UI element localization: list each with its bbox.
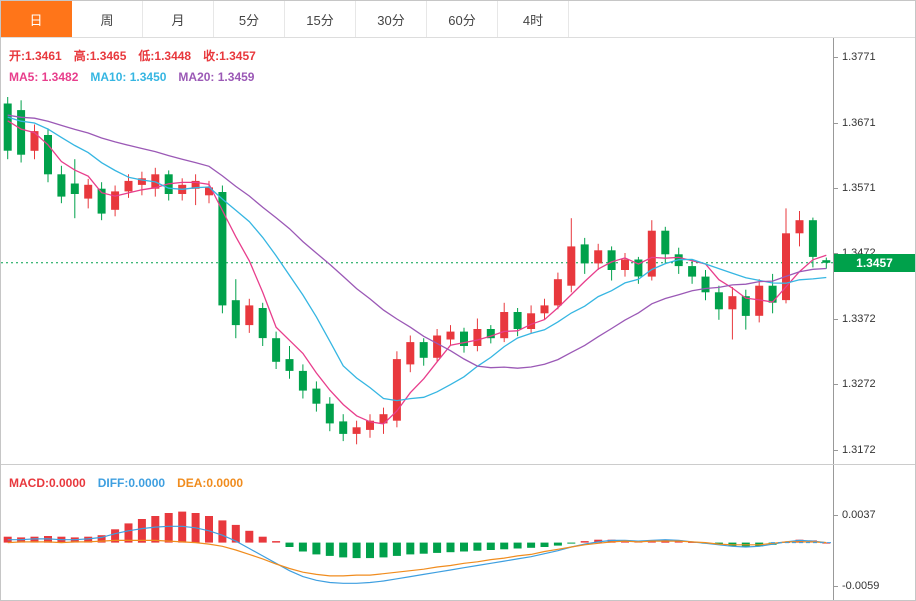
low-value: 低:1.3448 [138, 49, 192, 63]
macd-chart[interactable] [1, 465, 833, 601]
dea-value: DEA:0.0000 [177, 476, 244, 490]
macd-axis: 0.0037 -0.0059 [833, 465, 915, 600]
macd-axis-label: -0.0059 [834, 579, 879, 593]
tab-month[interactable]: 月 [143, 1, 214, 37]
high-value: 高:1.3465 [73, 49, 127, 63]
price-axis: 1.37711.36711.35711.34721.33721.32721.31… [833, 38, 915, 464]
tab-4hour[interactable]: 4时 [498, 1, 569, 37]
diff-value: DIFF:0.0000 [97, 476, 166, 490]
price-axis-label: 1.3372 [834, 312, 876, 326]
price-axis-label: 1.3172 [834, 443, 876, 457]
candlestick-chart[interactable] [1, 38, 833, 464]
last-price-badge: 1.3457 [834, 253, 915, 272]
ma10-value: MA10: 1.3450 [90, 70, 167, 84]
macd-legend: MACD:0.0000 DIFF:0.0000 DEA:0.0000 [9, 473, 255, 494]
close-value: 收:1.3457 [203, 49, 256, 63]
price-axis-label: 1.3771 [834, 50, 876, 64]
tab-week[interactable]: 周 [72, 1, 143, 37]
price-axis-label: 1.3671 [834, 116, 876, 130]
ma20-value: MA20: 1.3459 [178, 70, 255, 84]
price-axis-label: 1.3272 [834, 377, 876, 391]
price-axis-label: 1.3571 [834, 181, 876, 195]
ohlc-legend: 开:1.3461 高:1.3465 低:1.3448 收:1.3457 MA5: 1.… [9, 46, 268, 88]
tab-30min[interactable]: 30分 [356, 1, 427, 37]
macd-axis-label: 0.0037 [834, 508, 876, 522]
main-chart-panel: 1.37711.36711.35711.34721.33721.32721.31… [1, 38, 915, 464]
timeframe-tabbar: 日 周 月 5分 15分 30分 60分 4时 [1, 1, 915, 38]
ohlc-legend-row: 开:1.3461 高:1.3465 低:1.3448 收:1.3457 [9, 46, 268, 67]
ma-legend-row: MA5: 1.3482 MA10: 1.3450 MA20: 1.3459 [9, 67, 268, 88]
tab-15min[interactable]: 15分 [285, 1, 356, 37]
macd-value: MACD:0.0000 [9, 476, 86, 490]
tab-60min[interactable]: 60分 [427, 1, 498, 37]
ma5-value: MA5: 1.3482 [9, 70, 79, 84]
macd-panel: 0.0037 -0.0059 MACD:0.0000 DIFF:0.0000 DEA:… [1, 464, 915, 601]
tab-5min[interactable]: 5分 [214, 1, 285, 37]
open-value: 开:1.3461 [9, 49, 62, 63]
tab-day[interactable]: 日 [1, 1, 72, 37]
